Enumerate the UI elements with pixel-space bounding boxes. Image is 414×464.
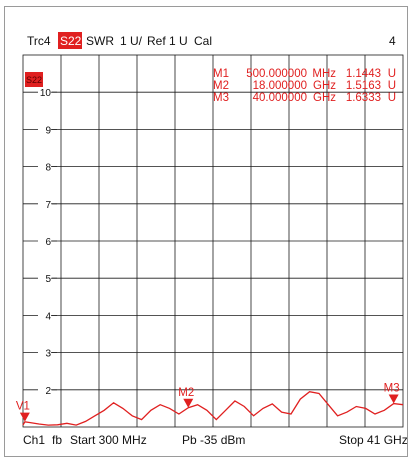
param-label: S22: [60, 34, 82, 48]
marker-value: 1.5163: [346, 80, 381, 92]
marker-triangle[interactable]: [19, 412, 30, 422]
trace-tag: S22: [26, 75, 42, 85]
footer-stop: Stop 41 GHz: [339, 433, 407, 447]
ref-label: Ref 1 U: [147, 34, 188, 48]
y-tick-label: 9: [45, 125, 51, 136]
y-tick-label: 5: [45, 274, 51, 285]
s22-trace-line: [22, 391, 404, 426]
marker-unit: MHz: [312, 68, 336, 80]
marker-name: M3: [213, 92, 229, 104]
y-tick-bg: [38, 383, 52, 396]
grid: [22, 54, 404, 428]
marker-triangle[interactable]: [388, 394, 399, 404]
marker-label: V1: [16, 401, 30, 413]
y-tick-label: 3: [45, 349, 51, 360]
marker-value-unit: U: [388, 92, 396, 104]
swr-chart: Trc4 S22 SWR 1 U/ Ref 1 U Cal 4 2 3 4 5 6 7 8 9…: [16, 32, 407, 447]
trace-label: Trc4: [27, 34, 51, 48]
y-tick-label: 2: [45, 386, 51, 397]
y-tick-bg: [38, 346, 52, 359]
marker-symbols: V1 M2 M3: [16, 382, 400, 422]
y-tick-label: 6: [45, 237, 51, 248]
footer-fb: fb: [52, 433, 62, 447]
format-label: SWR: [86, 34, 114, 48]
y-tick-bg: [38, 197, 52, 210]
footer-channel: Ch1: [23, 433, 45, 447]
marker-freq: 18.000000: [253, 80, 307, 92]
marker-table: M1 500.000000 MHz 1.1443 U M2 18.000000 GHz 1.51…: [213, 68, 396, 104]
y-tick-bg: [38, 123, 52, 136]
marker-value: 1.1443: [346, 68, 381, 80]
channel-number: 4: [389, 34, 396, 48]
marker-label: M3: [384, 382, 400, 394]
marker-freq: 500.000000: [246, 68, 307, 80]
marker-name: M2: [213, 80, 229, 92]
cal-label: Cal: [194, 34, 212, 48]
marker-unit: GHz: [313, 92, 336, 104]
y-tick-bg: [38, 272, 52, 285]
marker-freq: 40.000000: [253, 92, 307, 104]
marker-triangle[interactable]: [183, 398, 194, 408]
footer-start: Start 300 MHz: [70, 433, 147, 447]
y-tick-bg: [38, 160, 52, 173]
marker-name: M1: [213, 68, 229, 80]
marker-value-unit: U: [388, 68, 396, 80]
y-tick-labels: 2 3 4 5 6 7 8 9 10: [38, 86, 57, 397]
marker-unit: GHz: [313, 80, 336, 92]
scale-label: 1 U/: [120, 34, 143, 48]
y-tick-bg: [38, 309, 52, 322]
param-badge[interactable]: [58, 32, 82, 49]
y-tick-label: 4: [45, 311, 51, 322]
y-tick-label: 8: [45, 163, 51, 174]
marker-value: 1.6333: [346, 92, 381, 104]
y-tick-label: 7: [45, 200, 51, 211]
footer-power: Pb -35 dBm: [182, 433, 245, 447]
vna-display: Trc4 S22 SWR 1 U/ Ref 1 U Cal 4 2 3 4 5 6 7 8 9…: [4, 6, 408, 457]
marker-label: M2: [178, 387, 194, 399]
y-tick-bg: [38, 86, 52, 99]
y-tick-label: 10: [40, 88, 52, 99]
marker-value-unit: U: [388, 80, 396, 92]
y-tick-bg: [38, 235, 52, 247]
trace-tag-badge: [25, 72, 43, 87]
